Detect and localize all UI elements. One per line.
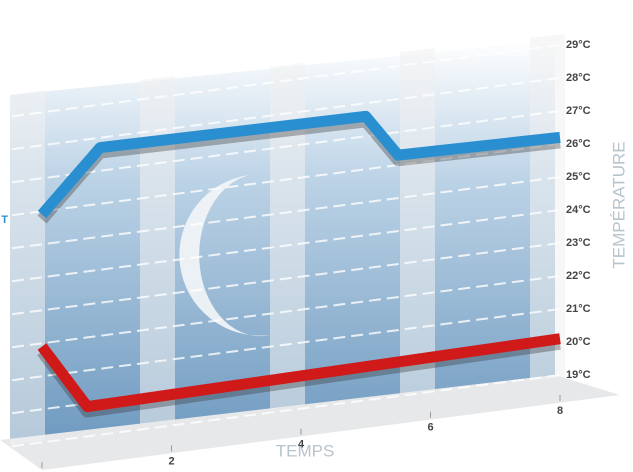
grid-line <box>11 209 561 283</box>
y-tick-label: 25°C <box>566 171 591 183</box>
floor <box>0 375 620 470</box>
x-axis-label: TEMPS <box>276 441 335 460</box>
y-tick-label: 24°C <box>566 204 591 216</box>
grid-line <box>11 374 561 448</box>
x-tick-label: 4 <box>298 439 305 451</box>
grid-line <box>11 176 561 250</box>
y-tick-label: 28°C <box>566 72 591 84</box>
y-tick-label: 29°C <box>566 39 591 51</box>
grid-line <box>11 242 561 316</box>
y-tick-label: 19°C <box>566 369 591 381</box>
y-tick-label: 27°C <box>566 105 591 117</box>
grid-line <box>11 44 561 118</box>
grid-line <box>11 308 561 382</box>
grid-line <box>11 275 561 349</box>
annotation: T <box>1 214 8 226</box>
grid-line <box>11 77 561 151</box>
series-line <box>37 333 561 413</box>
x-tick-label: 6 <box>427 422 433 434</box>
y-tick-label: 22°C <box>566 270 591 282</box>
y-tick-label: 21°C <box>566 303 591 315</box>
grid-line <box>11 110 561 184</box>
y-tick-label: 20°C <box>566 336 591 348</box>
y-axis-label: TEMPÉRATURE <box>609 141 628 268</box>
x-tick-label: 8 <box>557 405 563 417</box>
series-line <box>37 110 561 219</box>
y-tick-label: 26°C <box>566 138 591 150</box>
grid-line <box>11 143 561 217</box>
moon <box>179 175 270 337</box>
y-tick-label: 23°C <box>566 237 591 249</box>
x-tick-label: 2 <box>168 455 174 467</box>
